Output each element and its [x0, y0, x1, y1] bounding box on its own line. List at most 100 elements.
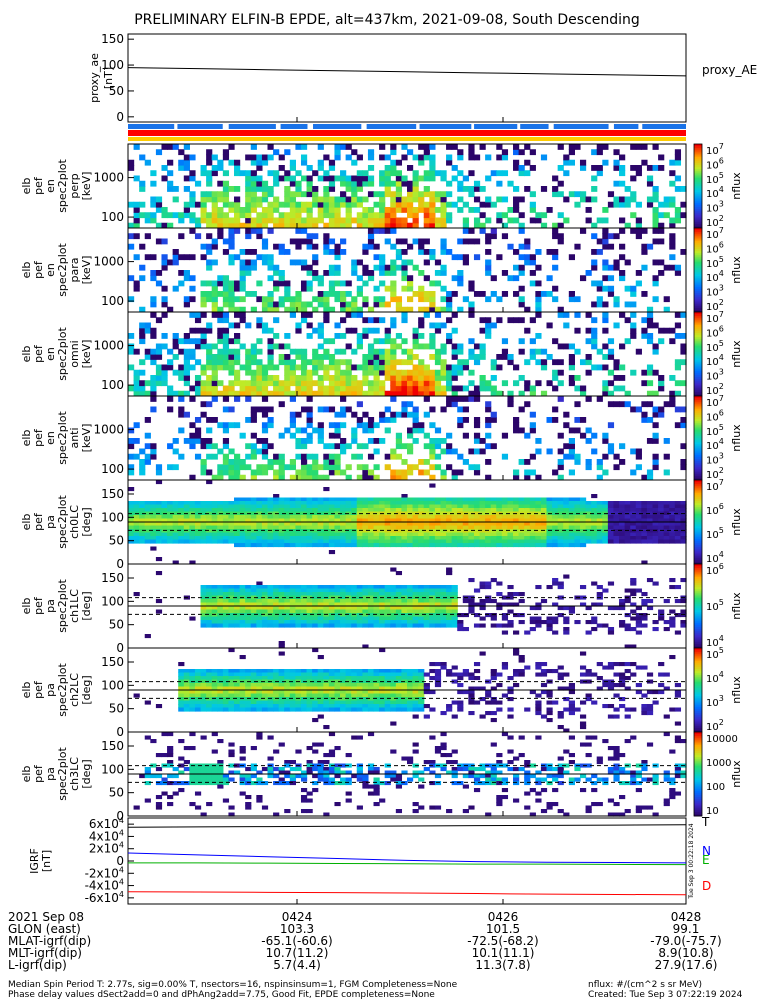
pitch-angle-ch1-cell [663, 620, 670, 625]
spectrogram-perp-cell [300, 159, 308, 166]
spectrogram-perp-cell [217, 191, 224, 198]
colorbar-swatch [694, 612, 702, 615]
pitch-angle-ch0-cell [200, 504, 207, 509]
pitch-angle-ch1-cell [261, 616, 269, 621]
spectrogram-omni-cell [395, 343, 403, 350]
spectrogram-omni-cell [367, 354, 375, 360]
spectrogram-omni-cell [295, 364, 302, 371]
pitch-angle-ch0-cell [440, 525, 447, 530]
pitch-angle-ch0-cell [351, 543, 358, 548]
spectrogram-perp-cell [423, 201, 430, 208]
pitch-angle-ch0-cell [128, 518, 135, 523]
spectrogram-perp-cell [379, 212, 386, 219]
pitch-angle-ch0-cell [658, 518, 665, 523]
pitch-angle-ch1-cell [334, 613, 341, 618]
pitch-angle-ch0-cell [507, 539, 514, 544]
pitch-angle-ch0-cell [367, 504, 375, 509]
pitch-angle-ch0-cell [418, 536, 425, 541]
spectrogram-omni-cell [267, 380, 274, 387]
spectrogram-para-cell [418, 285, 425, 292]
spectrogram-para-cell [429, 280, 436, 287]
pitch-angle-ch1-cell [155, 609, 163, 614]
pitch-angle-ch0-cell [451, 525, 458, 530]
pitch-angle-ch0-cell [540, 501, 548, 506]
spectrogram-perp-cell [356, 217, 363, 224]
spectrogram-perp-cell [669, 217, 676, 224]
pitch-angle-ch1-cell [273, 620, 280, 625]
spectrogram-perp-cell [323, 201, 330, 208]
colorbar-tick-label: 105 [706, 526, 724, 541]
pitch-angle-ch0-cell [451, 508, 458, 513]
pitch-angle-ch1-cell [619, 606, 626, 611]
spectrogram-perp-cell [362, 175, 369, 182]
pitch-angle-ch0-cell [390, 518, 397, 523]
spectrogram-omni-cell [373, 348, 380, 355]
pitch-angle-ch0-cell [468, 543, 475, 548]
pitch-angle-ch1-cell [306, 595, 313, 600]
pitch-angle-ch0-cell [646, 501, 654, 506]
pitch-angle-ch1-cell [284, 609, 291, 614]
spectrogram-para-cell [312, 275, 319, 282]
spectrogram-perp-cell [518, 165, 525, 171]
spectrogram-omni-cell [150, 327, 157, 334]
pitch-angle-ch1-cell [635, 616, 642, 621]
colorbar-tick-label: 102 [706, 382, 724, 397]
pitch-angle-ch0-cell [183, 515, 190, 520]
pitch-angle-ch0-cell [680, 518, 687, 523]
pitch-angle-ch1-cell [345, 620, 352, 625]
pitch-angle-ch1-cell [395, 616, 403, 621]
spectrogram-omni-cell [167, 390, 174, 397]
pitch-angle-ch0-cell [501, 522, 509, 527]
pitch-angle-ch0-cell [328, 518, 336, 523]
spectrogram-omni-cell [250, 380, 257, 387]
spectrogram-omni-cell [384, 359, 391, 366]
pitch-angle-ch0-cell [669, 511, 676, 516]
pitch-angle-ch1-cell [384, 599, 391, 604]
spectrogram-anti-cell [574, 401, 581, 408]
spectrogram-para-cell [591, 280, 598, 287]
spectrogram-para-cell [663, 264, 670, 271]
pitch-angle-ch0-cell [619, 529, 626, 534]
pitch-angle-ch0-cell [345, 529, 352, 534]
spectrogram-para-cell [356, 259, 363, 266]
spectrogram-omni-cell [507, 359, 514, 366]
spectrogram-para-cell [351, 301, 358, 308]
spectrogram-anti-cell [228, 448, 235, 455]
spectrogram-omni-cell [295, 348, 302, 355]
spectrogram-para-cell [334, 264, 341, 271]
pitch-angle-ch1-cell [596, 585, 603, 590]
spectrogram-para-cell [501, 291, 509, 297]
spectrogram-perp-cell [619, 217, 626, 224]
spectrogram-para-cell [535, 249, 542, 255]
spectrogram-anti-cell [261, 469, 269, 476]
pitch-angle-ch0-cell [267, 536, 274, 541]
pitch-angle-ch0-cell [222, 515, 230, 520]
colorbar-swatch [694, 536, 702, 540]
spectrogram-perp-cell [261, 154, 269, 161]
spectrogram-anti-cell [139, 459, 146, 465]
pitch-angle-ch0-cell [479, 532, 486, 537]
spectrogram-omni-cell [128, 343, 135, 350]
pitch-angle-ch0-cell [457, 518, 464, 523]
spectrogram-perp-cell [222, 170, 230, 177]
pitch-angle-ch0-cell [429, 536, 436, 541]
spectrogram-anti-cell [306, 474, 313, 481]
spectrogram-omni-cell [312, 364, 319, 371]
spectrogram-perp-cell [468, 154, 475, 161]
pitch-angle-ch1-cell [440, 623, 447, 628]
spectrogram-anti-cell [222, 422, 230, 429]
pitch-angle-ch0-cell [362, 532, 369, 537]
spectrogram-anti-cell [306, 469, 313, 476]
spectrogram-anti-cell [323, 474, 330, 481]
spectrogram-anti-cell [669, 401, 676, 408]
pitch-angle-ch0-cell [652, 515, 659, 520]
spectrogram-para-cell [250, 306, 257, 313]
spectrogram-perp-cell [250, 222, 257, 229]
pitch-angle-ch0-cell [496, 515, 503, 520]
spectrogram-perp-cell [356, 186, 363, 192]
spectrogram-anti-cell [200, 438, 207, 444]
pitch-angle-ch0-cell [585, 508, 592, 513]
pitch-angle-ch0-cell [362, 525, 369, 530]
spectrogram-anti-cell [429, 474, 436, 481]
spectrogram-perp-cell [630, 212, 637, 219]
